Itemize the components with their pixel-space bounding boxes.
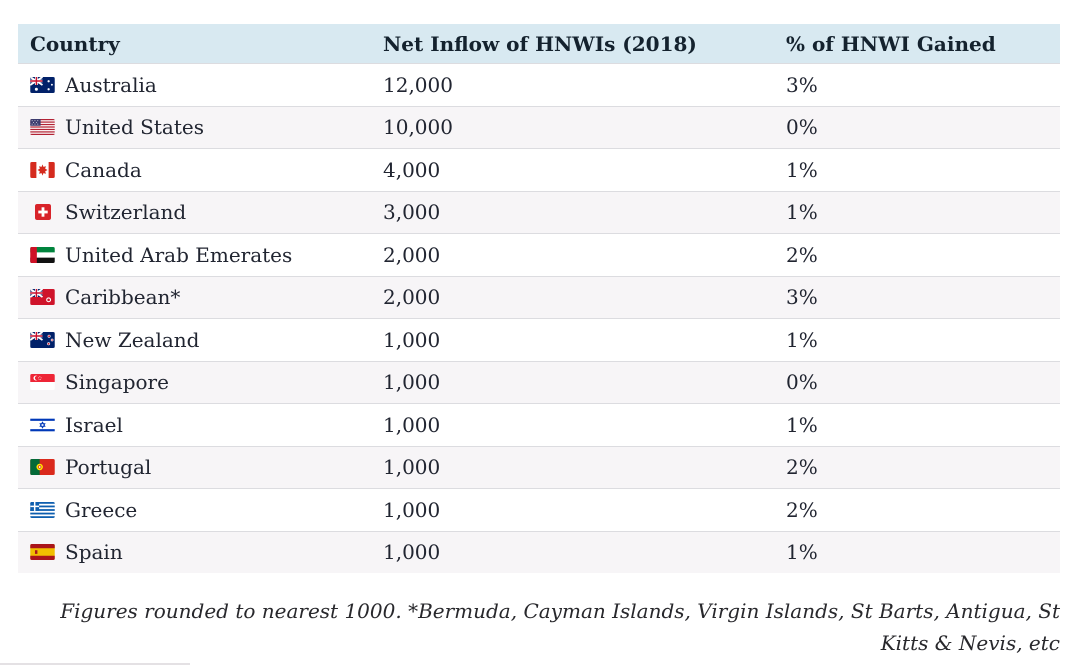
country-label: United Arab Emerates (65, 242, 293, 267)
net-inflow-cell: 2,000 (383, 285, 441, 310)
table-row: Israel 1,000 1% (18, 403, 1060, 446)
spain-flag-icon (30, 544, 55, 561)
country-cell: Greece (18, 498, 371, 522)
pct-gained-cell: 0% (786, 115, 818, 140)
table-header-row: Country Net Inflow of HNWIs (2018) % of … (18, 24, 1060, 63)
column-header-net-inflow: Net Inflow of HNWIs (2018) (383, 31, 697, 56)
pct-gained-cell: 3% (786, 285, 818, 310)
country-label: Greece (65, 497, 138, 522)
net-inflow-cell: 2,000 (383, 242, 441, 267)
net-inflow-cell: 1,000 (383, 497, 441, 522)
country-label: Singapore (65, 370, 169, 395)
table-footnote: Figures rounded to nearest 1000. *Bermud… (60, 599, 1060, 656)
net-inflow-cell: 1,000 (383, 540, 441, 565)
country-cell: Israel (18, 413, 371, 437)
table-row: Switzerland 3,000 1% (18, 190, 1060, 233)
net-inflow-cell: 12,000 (383, 72, 453, 97)
pct-gained-cell: 1% (786, 540, 818, 565)
net-inflow-cell: 1,000 (383, 370, 441, 395)
country-label: Australia (65, 72, 157, 97)
table-row: Greece 1,000 2% (18, 488, 1060, 531)
country-label: Spain (65, 540, 123, 565)
pct-gained-cell: 1% (786, 412, 818, 437)
new_zealand-flag-icon (30, 331, 55, 348)
caribbean-flag-icon (30, 289, 55, 306)
country-cell: United States (18, 115, 371, 139)
australia-flag-icon (30, 76, 55, 93)
country-cell: United Arab Emerates (18, 243, 371, 267)
switzerland-flag-icon (30, 204, 55, 221)
table-row: Caribbean* 2,000 3% (18, 275, 1060, 318)
net-inflow-cell: 1,000 (383, 455, 441, 480)
country-label: New Zealand (65, 327, 200, 352)
table-row: Portugal 1,000 2% (18, 445, 1060, 488)
table-row: United Arab Emerates 2,000 2% (18, 233, 1060, 276)
pct-gained-cell: 2% (786, 455, 818, 480)
country-label: Israel (65, 412, 123, 437)
pct-gained-cell: 1% (786, 157, 818, 182)
pct-gained-cell: 1% (786, 200, 818, 225)
table-row: Australia 12,000 3% (18, 63, 1060, 106)
pct-gained-cell: 2% (786, 242, 818, 267)
country-cell: Australia (18, 73, 371, 97)
country-cell: Singapore (18, 370, 371, 394)
country-label: United States (65, 115, 204, 140)
table-row: New Zealand 1,000 1% (18, 318, 1060, 361)
country-label: Caribbean* (65, 285, 181, 310)
pct-gained-cell: 1% (786, 327, 818, 352)
column-header-country: Country (30, 31, 120, 56)
country-cell: Caribbean* (18, 285, 371, 309)
table-row: Spain 1,000 1% (18, 530, 1060, 573)
country-cell: New Zealand (18, 328, 371, 352)
pct-gained-cell: 0% (786, 370, 818, 395)
greece-flag-icon (30, 501, 55, 518)
pct-gained-cell: 2% (786, 497, 818, 522)
israel-flag-icon (30, 416, 55, 433)
usa-flag-icon (30, 119, 55, 136)
portugal-flag-icon (30, 459, 55, 476)
canada-flag-icon (30, 161, 55, 178)
table-row: Singapore 1,000 0% (18, 360, 1060, 403)
country-cell: Switzerland (18, 200, 371, 224)
hnwi-inflow-table: Country Net Inflow of HNWIs (2018) % of … (18, 24, 1060, 573)
country-cell: Spain (18, 540, 371, 564)
net-inflow-cell: 1,000 (383, 412, 441, 437)
bottom-edge-artifact (0, 663, 190, 665)
country-label: Portugal (65, 455, 152, 480)
singapore-flag-icon (30, 374, 55, 391)
country-cell: Portugal (18, 455, 371, 479)
uae-flag-icon (30, 246, 55, 263)
country-label: Canada (65, 157, 142, 182)
table-body: Australia 12,000 3% United States 10,000 0% Ca… (18, 63, 1060, 573)
column-header-pct-gained: % of HNWI Gained (786, 31, 996, 56)
table-row: Canada 4,000 1% (18, 148, 1060, 191)
net-inflow-cell: 10,000 (383, 115, 453, 140)
net-inflow-cell: 4,000 (383, 157, 441, 182)
net-inflow-cell: 1,000 (383, 327, 441, 352)
table-row: United States 10,000 0% (18, 105, 1060, 148)
net-inflow-cell: 3,000 (383, 200, 441, 225)
country-label: Switzerland (65, 200, 187, 225)
pct-gained-cell: 3% (786, 72, 818, 97)
country-cell: Canada (18, 158, 371, 182)
